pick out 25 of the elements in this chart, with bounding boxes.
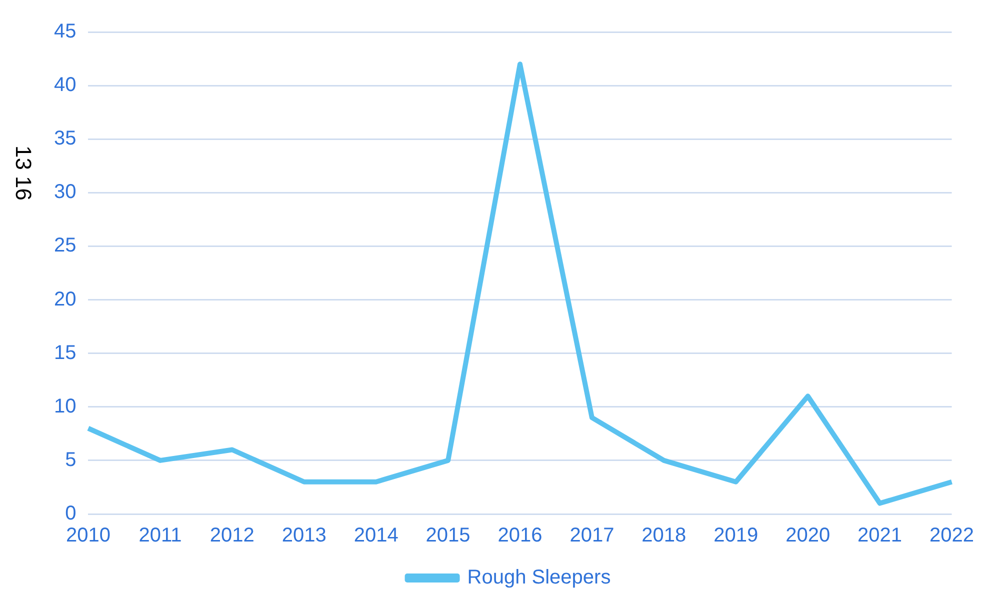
y-axis-title: 13 16 — [10, 145, 36, 201]
x-tick-label: 2014 — [354, 524, 398, 547]
x-tick-label: 2013 — [282, 524, 326, 547]
legend-label: Rough Sleepers — [467, 566, 611, 589]
x-tick-label: 2015 — [426, 524, 470, 547]
y-tick-label: 35 — [54, 128, 76, 150]
x-tick-label: 2021 — [858, 524, 902, 547]
x-tick-label: 2016 — [498, 524, 542, 547]
y-tick-label: 40 — [54, 74, 76, 96]
y-tick-label: 25 — [54, 234, 76, 257]
x-tick-label: 2017 — [570, 524, 614, 547]
y-tick-label: 15 — [54, 342, 76, 364]
x-tick-label: 2010 — [66, 524, 110, 547]
y-tick-label: 10 — [54, 395, 76, 418]
y-tick-label: 0 — [65, 502, 76, 525]
x-tick-label: 2020 — [786, 524, 830, 547]
y-tick-label: 30 — [54, 181, 76, 204]
y-tick-label: 5 — [65, 448, 76, 471]
x-tick-label: 2022 — [930, 524, 974, 547]
x-tick-label: 2012 — [210, 524, 254, 547]
y-tick-label: 45 — [54, 20, 76, 43]
y-tick-label: 20 — [54, 288, 76, 310]
x-tick-label: 2011 — [138, 524, 182, 547]
x-tick-label: 2018 — [642, 524, 686, 547]
x-tick-label: 2019 — [714, 524, 758, 547]
